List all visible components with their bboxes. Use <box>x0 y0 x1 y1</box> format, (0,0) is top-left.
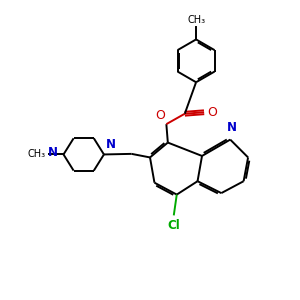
Text: O: O <box>208 106 218 119</box>
Text: O: O <box>155 109 165 122</box>
Text: Cl: Cl <box>167 219 180 232</box>
Text: CH₃: CH₃ <box>187 15 205 25</box>
Text: N: N <box>48 146 58 160</box>
Text: N: N <box>106 139 116 152</box>
Text: CH₃: CH₃ <box>28 149 46 160</box>
Text: N: N <box>227 121 237 134</box>
